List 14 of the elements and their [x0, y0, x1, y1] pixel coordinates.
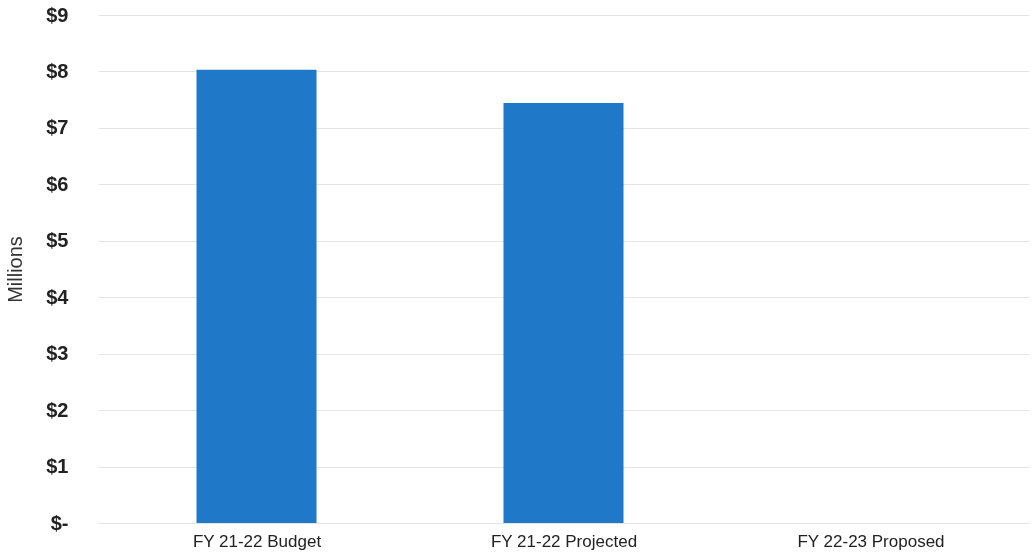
- y-tick-label: $2: [46, 398, 69, 421]
- y-tick-label: $5: [46, 229, 69, 252]
- y-tick-label: $9: [46, 3, 69, 26]
- x-tick-label: FY 22-23 Proposed: [797, 531, 945, 551]
- y-tick-label: $1: [46, 455, 69, 478]
- y-tick-label: $-: [50, 511, 69, 534]
- x-tick-label: FY 21-22 Projected: [490, 531, 638, 551]
- y-tick-label: $4: [46, 285, 70, 308]
- y-tick-label: $7: [46, 116, 69, 139]
- x-tick-label: FY 21-22 Budget: [192, 531, 322, 551]
- y-tick-label: $6: [46, 172, 69, 195]
- y-axis-title: Millions: [4, 236, 27, 303]
- y-tick-label: $8: [46, 59, 69, 82]
- y-tick-label: $3: [46, 342, 69, 365]
